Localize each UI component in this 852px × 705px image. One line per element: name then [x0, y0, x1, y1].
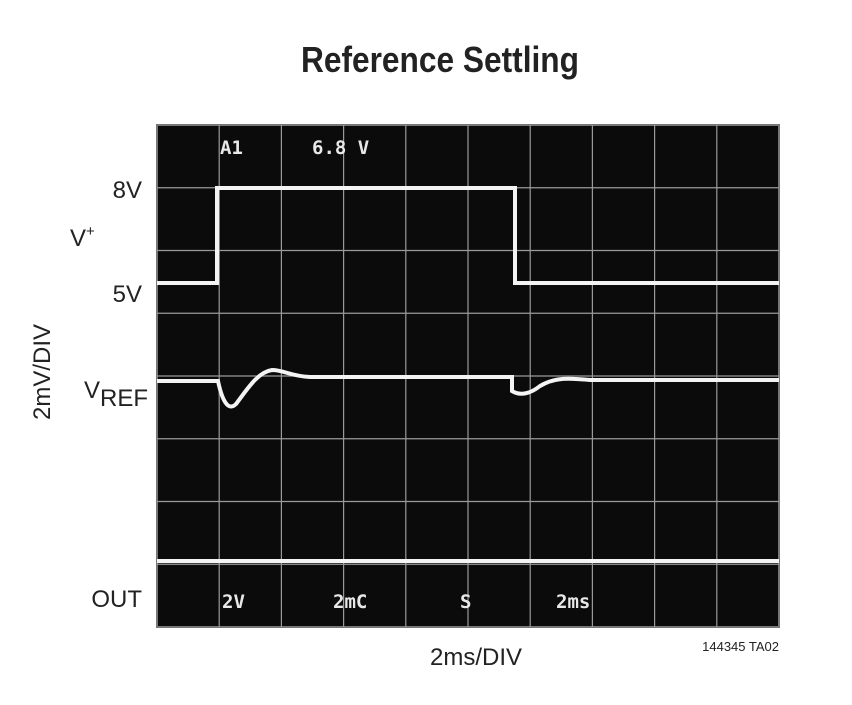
y-axis-label: 2mV/DIV	[29, 324, 56, 420]
label-vplus: V+	[70, 223, 95, 252]
scope-readout: 6.8 V	[312, 137, 369, 159]
label-8v: 8V	[113, 177, 142, 204]
scope-readout: 2ms	[556, 591, 590, 613]
scope-readout: A1	[220, 137, 243, 159]
scope-readout: S	[460, 591, 471, 613]
label-v: V	[84, 377, 100, 404]
label-out: OUT	[91, 586, 142, 613]
x-axis-label: 2ms/DIV	[430, 644, 522, 671]
v-plus-trace	[157, 186, 779, 285]
label-sup: +	[86, 223, 95, 240]
figure-id: 144345 TA02	[702, 639, 779, 654]
scope-readout: 2V	[222, 591, 245, 613]
label-v: V	[70, 225, 86, 252]
scope-readout: 2mC	[333, 591, 367, 613]
label-sub: REF	[100, 385, 148, 412]
title: Reference Settling	[301, 40, 579, 80]
vref-trace	[157, 367, 779, 409]
label-vref: VREF	[84, 377, 148, 412]
label-5v: 5V	[113, 281, 142, 308]
